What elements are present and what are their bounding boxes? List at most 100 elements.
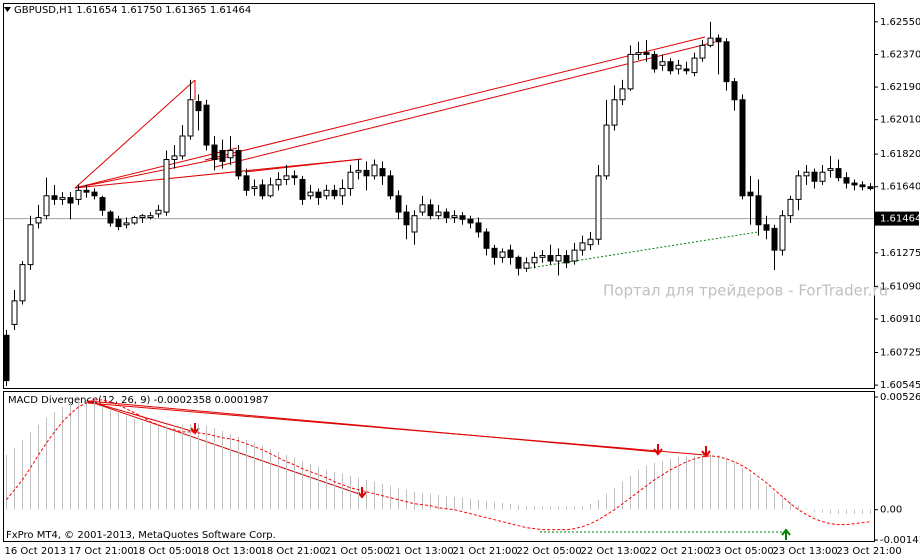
candle-body xyxy=(131,217,138,224)
candle-body xyxy=(443,211,450,219)
candle-body xyxy=(403,211,410,226)
candle-body xyxy=(571,249,578,262)
x-tick-label: 18 Oct 21:00 xyxy=(261,546,326,557)
price-panel xyxy=(3,3,875,389)
y-tick-label: 1.61275 xyxy=(880,248,920,259)
trend-line xyxy=(244,158,363,173)
candle-body xyxy=(515,256,522,269)
candle-body xyxy=(27,224,34,266)
candle-body xyxy=(739,99,746,197)
candle-body xyxy=(523,262,530,269)
candle-body xyxy=(467,218,474,224)
candle-body xyxy=(731,81,738,101)
candle-body xyxy=(547,255,554,262)
candle-body xyxy=(379,168,386,177)
candle-body xyxy=(499,251,506,258)
y-tick-label: 1.60910 xyxy=(880,314,920,325)
x-tick-label: 18 Oct 13:00 xyxy=(197,546,262,557)
candle-body xyxy=(211,144,218,161)
menu-icon xyxy=(4,7,11,12)
x-tick-label: 18 Oct 05:00 xyxy=(133,546,198,557)
candle-body xyxy=(827,168,834,171)
x-tick-label: 23 Oct 21:00 xyxy=(837,546,902,557)
candle-body xyxy=(659,61,666,66)
y-tick-label: 1.61640 xyxy=(880,182,920,193)
candle-body xyxy=(75,189,82,200)
candle-body xyxy=(579,242,586,251)
candle-body xyxy=(619,88,626,101)
x-tick-label: 22 Oct 21:00 xyxy=(645,546,710,557)
candle-body xyxy=(715,37,722,43)
candle-body xyxy=(779,215,786,251)
candle-body xyxy=(99,197,106,211)
y-tick-label: 0.00 xyxy=(880,505,902,516)
candle-body xyxy=(819,171,826,182)
candle-body xyxy=(851,182,858,186)
candle-body xyxy=(707,37,714,46)
candle-body xyxy=(59,197,66,200)
arrow-down xyxy=(190,423,200,435)
watermark: Портал для трейдеров - ForTrader.ru xyxy=(603,282,888,300)
candle-body xyxy=(259,184,266,197)
candle-body xyxy=(811,171,818,182)
candle-body xyxy=(275,178,282,186)
candle-body xyxy=(603,124,610,177)
candle-body xyxy=(651,53,658,70)
candle-body xyxy=(803,171,810,177)
candle-body xyxy=(163,159,170,213)
trend-line xyxy=(87,400,363,496)
y-tick-label: 1.61820 xyxy=(880,149,920,160)
candle-body xyxy=(459,215,466,220)
candle-body xyxy=(203,104,210,146)
candle-body xyxy=(107,211,114,224)
candle-body xyxy=(195,101,202,112)
candle-body xyxy=(187,99,194,137)
macd-panel xyxy=(3,391,875,542)
x-tick-label: 23 Oct 05:00 xyxy=(709,546,774,557)
x-tick-label: 21 Oct 21:00 xyxy=(453,546,518,557)
y-tick-label: 0.005262 xyxy=(880,392,920,403)
candle-body xyxy=(283,175,290,180)
x-tick-label: 21 Oct 05:00 xyxy=(325,546,390,557)
candle-body xyxy=(563,255,570,264)
candle-body xyxy=(307,191,314,197)
candle-body xyxy=(787,198,794,217)
candle-body xyxy=(331,189,338,197)
candle-body xyxy=(323,189,330,197)
candle-body xyxy=(747,191,754,197)
candle-body xyxy=(755,195,762,226)
candle-body xyxy=(395,195,402,213)
candle-body xyxy=(179,135,186,157)
x-tick-label: 16 Oct 2013 xyxy=(5,546,67,557)
candle-body xyxy=(635,52,642,55)
candle-body xyxy=(611,99,618,126)
x-tick-label: 22 Oct 13:00 xyxy=(581,546,646,557)
candle-body xyxy=(115,218,122,228)
candle-body xyxy=(843,177,850,184)
candle-body xyxy=(227,149,234,159)
candle-body xyxy=(123,222,130,226)
candle-body xyxy=(419,204,426,213)
candle-body xyxy=(595,175,602,240)
candle-body xyxy=(3,334,10,382)
candle-body xyxy=(771,227,778,251)
candle-body xyxy=(299,178,306,200)
candle-body xyxy=(83,189,90,193)
signal-line xyxy=(6,399,871,531)
candle-body xyxy=(387,175,394,197)
candle-body xyxy=(683,68,690,72)
trend-line xyxy=(74,79,196,189)
candle-body xyxy=(763,224,770,231)
indicator-title: MACD Divergence(12, 26, 9) -0.0002358 0.… xyxy=(8,395,269,406)
candle-body xyxy=(171,155,178,161)
candle-body xyxy=(627,53,634,90)
candle-body xyxy=(643,52,650,55)
candle-body xyxy=(555,255,562,262)
arrow-down xyxy=(701,446,711,458)
y-tick-label: 1.60725 xyxy=(880,347,920,358)
candle-body xyxy=(147,215,154,219)
y-tick-label: 1.60545 xyxy=(880,380,920,391)
trend-line xyxy=(87,402,706,456)
candle-body xyxy=(347,171,354,190)
